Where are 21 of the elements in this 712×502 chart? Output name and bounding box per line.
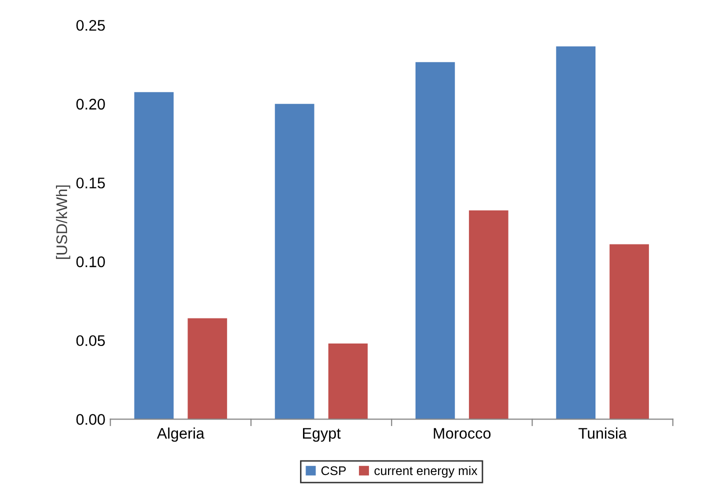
legend-label: current energy mix (374, 466, 478, 478)
y-tick-label: 0.15 (76, 178, 105, 188)
y-tick-label: 0.10 (76, 256, 105, 268)
y-tick-label: 0.25 (76, 20, 105, 31)
x-tick-label: Algeria (156, 428, 204, 442)
bar (468, 210, 508, 420)
x-tick-label: Morocco (434, 428, 491, 439)
bar (134, 92, 174, 420)
bar (188, 318, 228, 420)
bar (416, 62, 455, 420)
y-tick-label: 0.20 (76, 98, 105, 110)
bar (274, 104, 314, 420)
y-tick-label: 0.05 (76, 335, 105, 346)
bar (328, 344, 368, 420)
x-tick-label: Egypt (303, 428, 341, 442)
y-tick-label: 0.00 (76, 414, 105, 425)
bar (610, 244, 649, 420)
y-axis-title: [USD/kWh] (56, 185, 70, 259)
legend-label: CSP (321, 466, 346, 476)
x-tick-label: Tunisia (578, 428, 627, 439)
bar (556, 46, 596, 420)
